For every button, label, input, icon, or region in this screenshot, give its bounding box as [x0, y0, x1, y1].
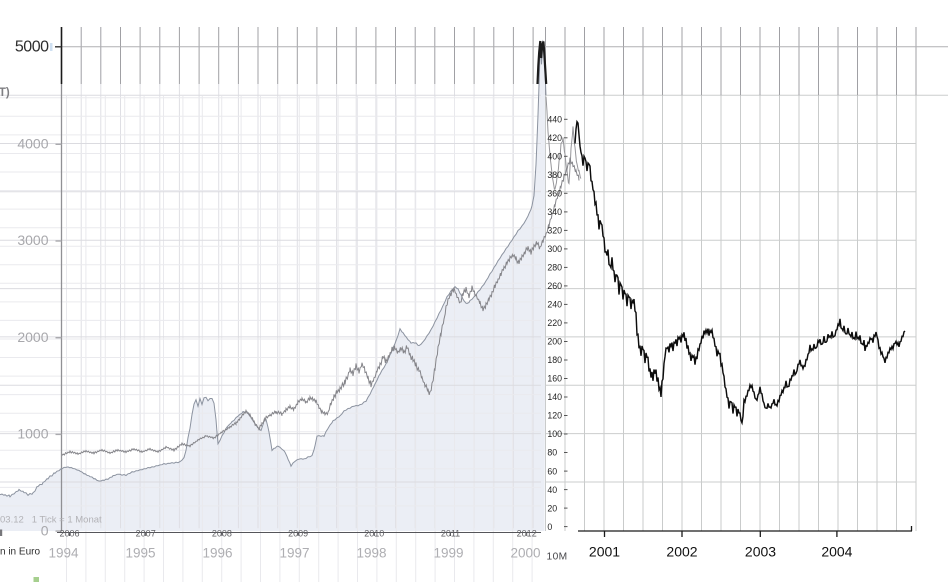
svg-text:2009: 2009 — [288, 529, 308, 539]
svg-text:0: 0 — [41, 523, 49, 539]
svg-text:2012: 2012 — [517, 529, 537, 539]
svg-text:5000: 5000 — [15, 39, 49, 56]
svg-text:1000: 1000 — [17, 426, 48, 442]
svg-text:03.12 1 Tick = 1 Monat: 03.12 1 Tick = 1 Monat — [0, 515, 102, 526]
svg-text:2006: 2006 — [59, 529, 79, 539]
svg-text:220: 220 — [547, 318, 562, 328]
svg-text:400: 400 — [547, 152, 562, 162]
svg-text:0: 0 — [547, 522, 552, 532]
svg-text:300: 300 — [547, 244, 562, 254]
svg-text:60: 60 — [547, 466, 557, 476]
svg-text:2000: 2000 — [510, 545, 540, 560]
svg-text:140: 140 — [547, 392, 562, 402]
svg-text:260: 260 — [547, 281, 562, 291]
svg-text:240: 240 — [547, 300, 562, 310]
svg-text:4000: 4000 — [17, 136, 48, 152]
svg-text:340: 340 — [547, 207, 562, 217]
svg-text:2001: 2001 — [589, 544, 620, 560]
svg-text:2007: 2007 — [136, 529, 156, 539]
svg-text:160: 160 — [547, 374, 562, 384]
svg-text:1994: 1994 — [48, 545, 79, 560]
svg-text:420: 420 — [547, 133, 562, 143]
svg-text:100: 100 — [547, 429, 562, 439]
svg-text:1999: 1999 — [433, 545, 463, 560]
svg-text:180: 180 — [547, 355, 562, 365]
svg-text:2000: 2000 — [17, 329, 48, 345]
svg-text:280: 280 — [547, 263, 562, 273]
svg-text:440: 440 — [547, 115, 562, 125]
svg-text:1995: 1995 — [125, 545, 155, 560]
svg-text:380: 380 — [547, 170, 562, 180]
svg-text:320: 320 — [547, 226, 562, 236]
svg-text:3000: 3000 — [17, 232, 48, 248]
svg-text:120: 120 — [547, 411, 562, 421]
svg-text:1998: 1998 — [356, 545, 386, 560]
svg-text:1996: 1996 — [202, 545, 232, 560]
svg-text:40: 40 — [547, 485, 557, 495]
svg-text:2004: 2004 — [821, 544, 852, 560]
svg-text:80: 80 — [547, 448, 557, 458]
svg-text:1997: 1997 — [279, 545, 309, 560]
svg-text:2003: 2003 — [745, 544, 776, 560]
svg-text:aT): aT) — [0, 87, 10, 99]
svg-text:360: 360 — [547, 189, 562, 199]
svg-text:n in Euro: n in Euro — [0, 547, 40, 558]
svg-text:2010: 2010 — [364, 529, 384, 539]
svg-text:2011: 2011 — [441, 529, 460, 539]
svg-text:200: 200 — [547, 337, 562, 347]
svg-text:20: 20 — [547, 503, 557, 513]
svg-text:2008: 2008 — [212, 529, 232, 539]
svg-text:10M: 10M — [547, 552, 568, 563]
svg-text:2002: 2002 — [666, 544, 697, 560]
